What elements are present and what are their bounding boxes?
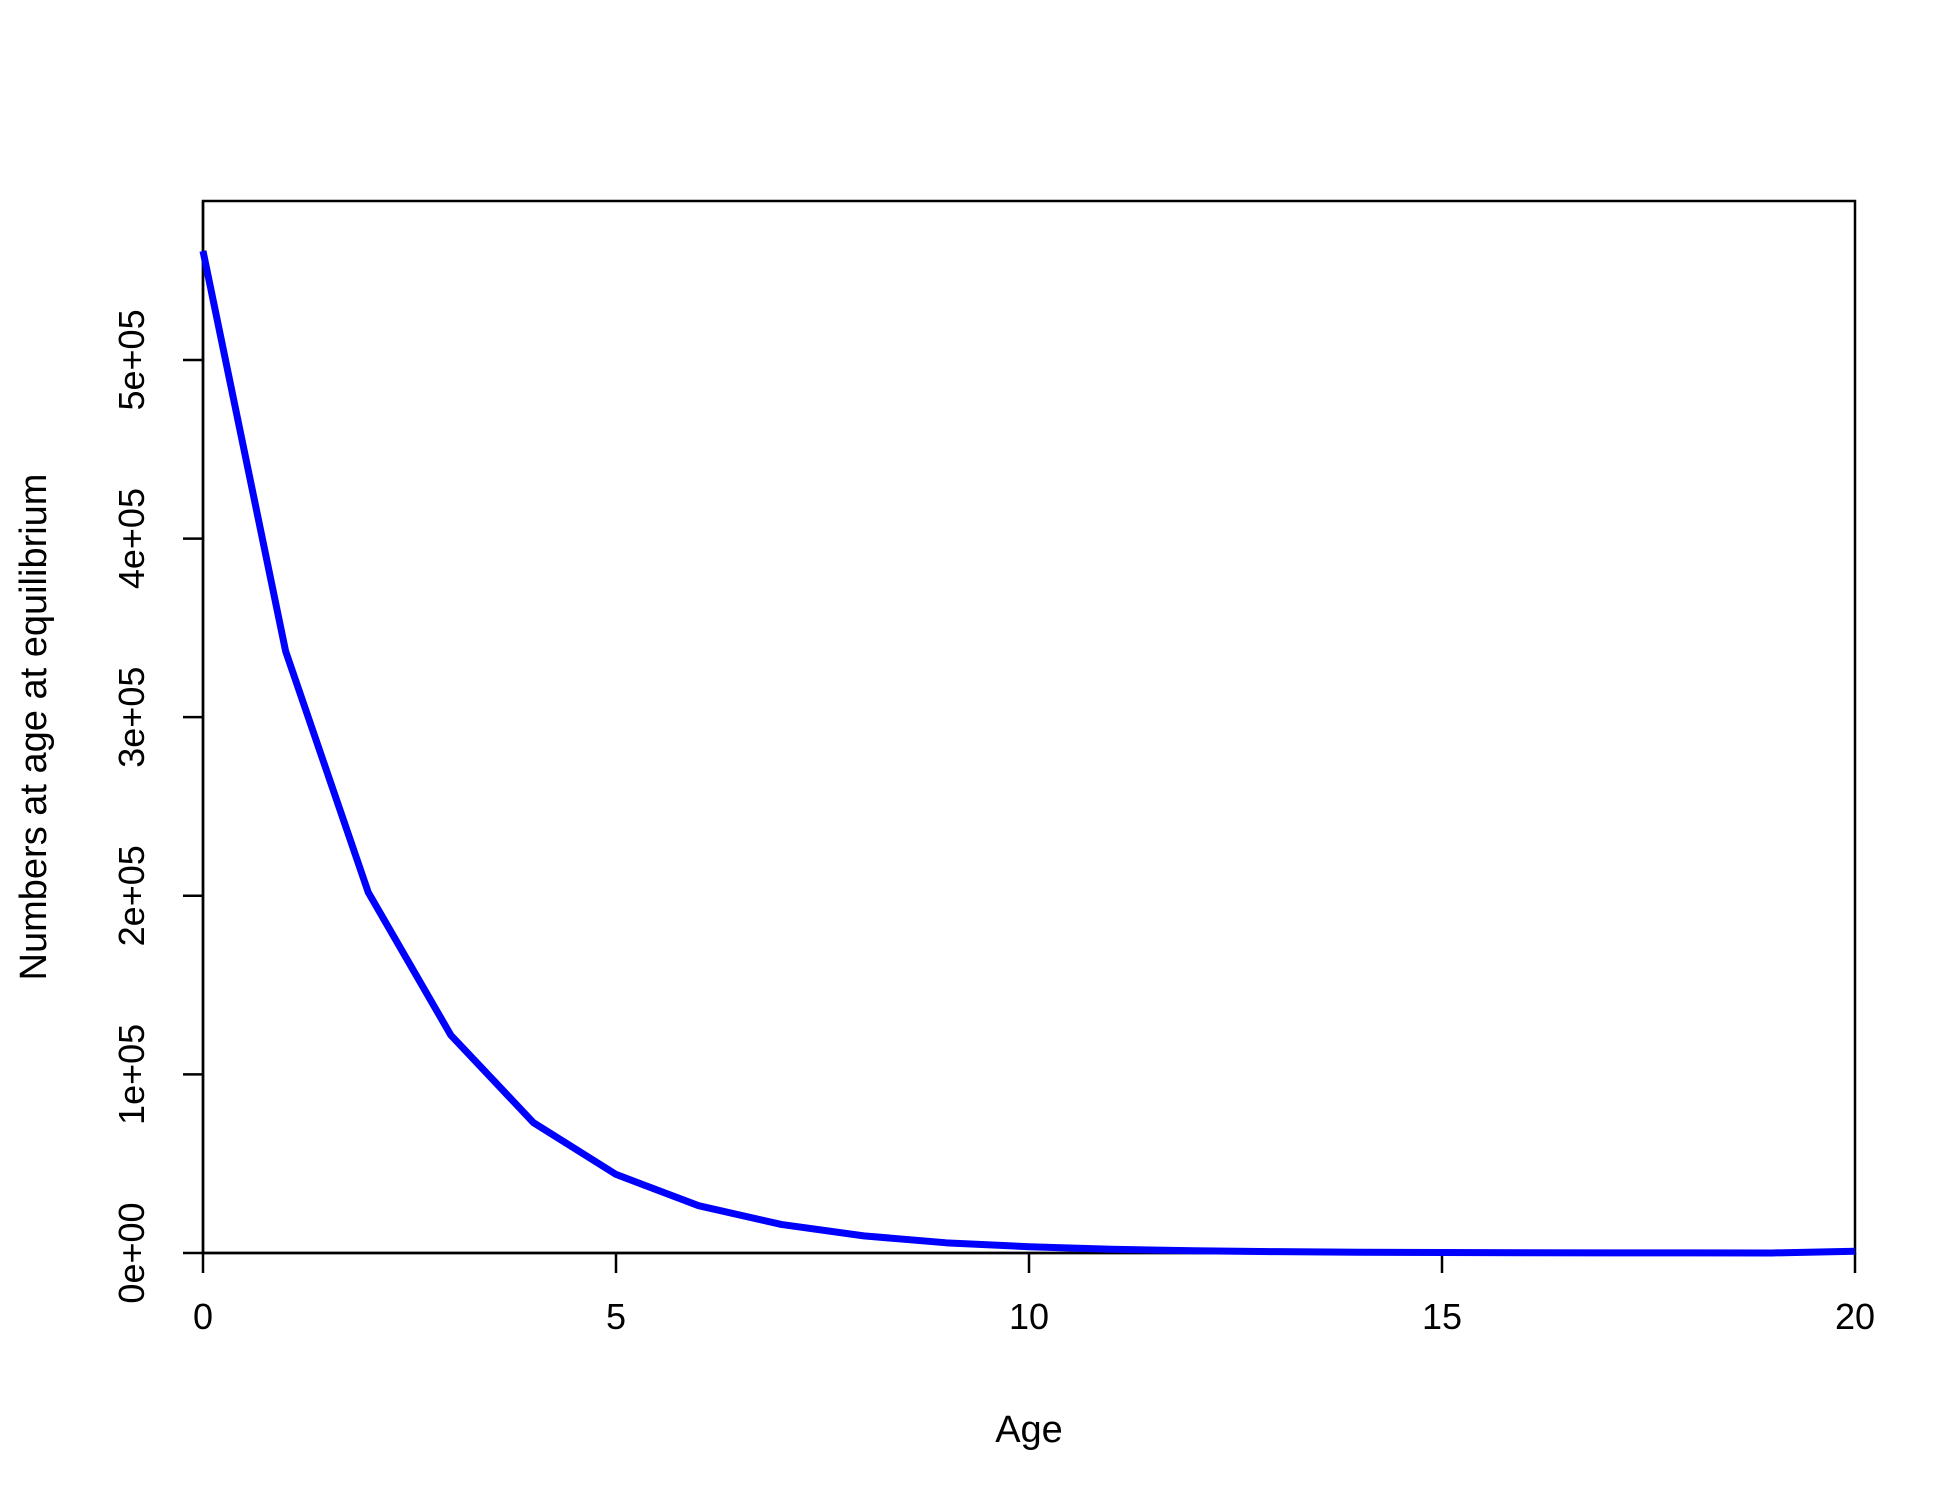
y-tick-label: 4e+05 [111, 488, 152, 589]
y-tick-label: 3e+05 [111, 667, 152, 768]
y-tick-label: 1e+05 [111, 1024, 152, 1125]
series-layer [199, 250, 1856, 1257]
y-tick-label: 2e+05 [111, 845, 152, 946]
y-axis-title: Numbers at age at equilibrium [13, 474, 55, 981]
y-tick-label: 0e+00 [111, 1202, 152, 1303]
x-axis-title: Age [995, 1409, 1063, 1451]
x-axis-ticks: 0 5 10 15 20 [193, 1253, 1875, 1337]
x-tick-label: 10 [1009, 1296, 1049, 1337]
x-tick-label: 15 [1422, 1296, 1462, 1337]
x-tick-label: 20 [1835, 1296, 1875, 1337]
y-tick-label: 5e+05 [111, 309, 152, 410]
x-tick-label: 5 [606, 1296, 626, 1337]
x-tick-label: 0 [193, 1296, 213, 1337]
series-line [199, 250, 1856, 1257]
y-axis-ticks: 0e+00 1e+05 2e+05 3e+05 4e+05 5e+05 [111, 309, 203, 1304]
plot-frame [201, 199, 1857, 1255]
